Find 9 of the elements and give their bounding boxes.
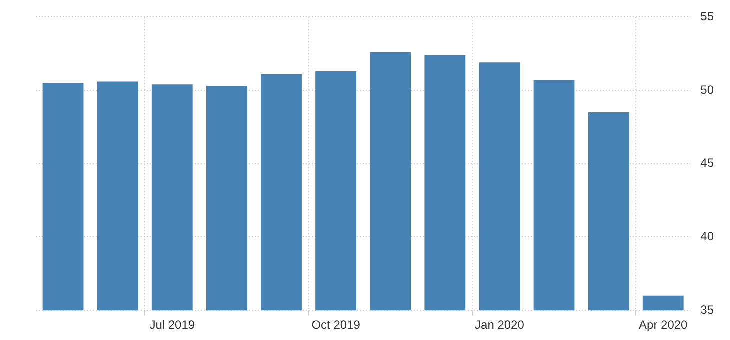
x-tick-label: Apr 2020 <box>639 318 688 332</box>
y-tick-label: 40 <box>700 230 714 244</box>
y-tick-label: 45 <box>700 156 714 170</box>
y-tick-label: 35 <box>700 302 714 317</box>
y-tick-label: 55 <box>700 10 714 24</box>
y-tick-label: 50 <box>700 82 714 97</box>
x-tick-label: Oct 2019 <box>312 318 361 332</box>
x-tick-label: Jan 2020 <box>475 318 525 332</box>
x-tick-label: Jul 2019 <box>150 318 196 332</box>
